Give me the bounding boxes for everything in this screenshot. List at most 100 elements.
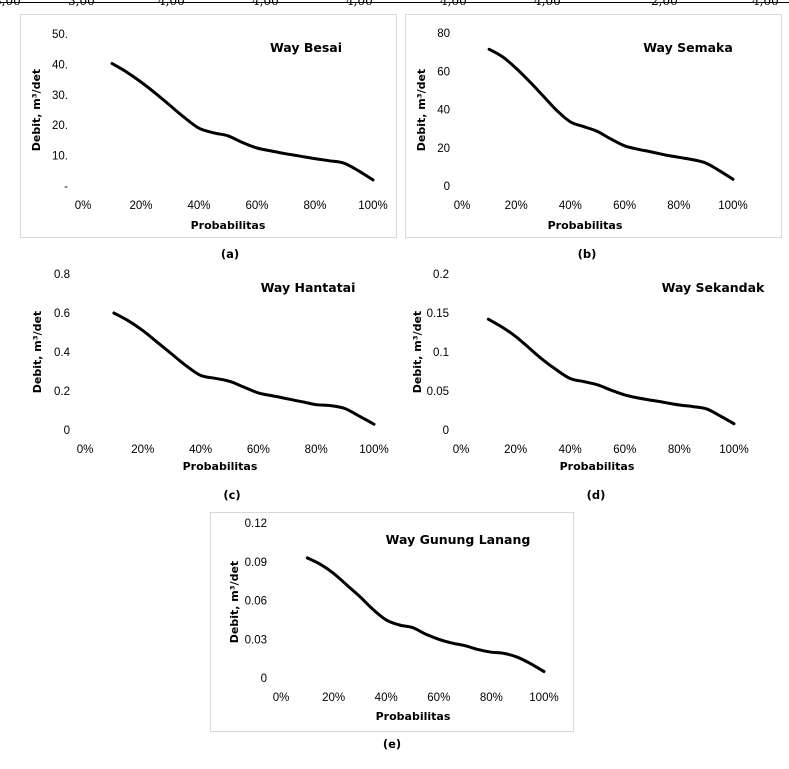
panel-caption-d: (d): [586, 488, 606, 502]
x-tick-label: 40%: [187, 200, 210, 212]
x-tick-label: 40%: [559, 444, 582, 456]
table-cell: 3,00: [0, 0, 21, 8]
x-tick-label: 80%: [668, 444, 691, 456]
y-tick-label: 0.09: [245, 557, 267, 569]
y-tick-label: 0.2: [433, 269, 449, 281]
y-tick-label: 0.4: [54, 347, 71, 359]
chart-svg: 0% 20% 40% 60% 80% 100% 0 0.2 0.4 0.6 0.8 Way Hanta…: [31, 269, 389, 473]
x-tick-label: 20%: [131, 444, 154, 456]
x-tick-label: 80%: [667, 200, 690, 212]
x-tick-label: 20%: [505, 200, 528, 212]
chart-panel-a: 0% 20% 40% 60% 80% 100% - 10. 20. 30. 40. 50. Way Be…: [20, 14, 397, 238]
y-tick-label: 0.12: [245, 518, 267, 530]
table-cell: 4,00: [346, 0, 373, 8]
y-tick-label: 80: [437, 28, 450, 40]
y-axis-title: Debit, m³/det: [228, 561, 241, 643]
x-axis-title: Probabilitas: [376, 710, 451, 723]
x-axis-title: Probabilitas: [191, 219, 266, 232]
x-tick-label: 80%: [480, 692, 503, 704]
x-tick-label: 0%: [273, 692, 290, 704]
chart-title: Way Hantatai: [261, 280, 356, 295]
y-axis-title: Debit, m³/det: [30, 69, 43, 151]
y-tick-label: 0.06: [245, 596, 267, 608]
panel-caption-c: (c): [223, 488, 241, 502]
y-tick-label: 0.15: [427, 308, 449, 320]
x-tick-label: 0%: [75, 200, 92, 212]
chart-svg: 0% 20% 40% 60% 80% 100% 0 0.05 0.1 0.15 0.2 Way Sek…: [411, 269, 765, 473]
chart-svg: 0% 20% 40% 60% 80% 100% 0 20 40 60 80 Way Semaka Pro…: [405, 14, 782, 238]
panel-caption-a: (a): [220, 247, 240, 261]
y-tick-label: 10.: [52, 151, 68, 163]
y-tick-label: -: [64, 181, 68, 193]
x-axis-title: Probabilitas: [560, 460, 635, 473]
chart-panel-e: 0% 20% 40% 60% 80% 100% 0 0.03 0.06 0.09 0.12 Way G…: [210, 512, 574, 732]
chart-frame: [405, 14, 782, 238]
y-tick-label: 20.: [52, 120, 68, 132]
table-cell: 4,00: [158, 0, 185, 8]
x-tick-label: 60%: [427, 692, 450, 704]
x-tick-label: 20%: [129, 200, 152, 212]
chart-svg: 0% 20% 40% 60% 80% 100% - 10. 20. 30. 40. 50. Way Be…: [20, 14, 397, 238]
y-axis-title: Debit, m³/det: [411, 311, 424, 393]
x-tick-label: 0%: [453, 444, 470, 456]
table-cell: 4,00: [534, 0, 561, 8]
x-tick-label: 100%: [718, 200, 747, 212]
x-tick-label: 20%: [322, 692, 345, 704]
y-tick-label: 0: [64, 425, 70, 437]
chart-panel-c: 0% 20% 40% 60% 80% 100% 0 0.2 0.4 0.6 0.8 Way Hanta…: [25, 262, 398, 482]
chart-svg: 0% 20% 40% 60% 80% 100% 0 0.03 0.06 0.09 0.12 Way G…: [210, 512, 574, 732]
chart-panel-d: 0% 20% 40% 60% 80% 100% 0 0.05 0.1 0.15 0.2 Way Sek…: [405, 262, 782, 482]
series-line: [305, 556, 546, 673]
panel-caption-e: (e): [382, 737, 402, 751]
chart-panel-b: 0% 20% 40% 60% 80% 100% 0 20 40 60 80 Way Semaka Pro…: [405, 14, 782, 238]
y-tick-label: 0.8: [54, 269, 70, 281]
y-axis-title: Debit, m³/det: [31, 311, 44, 393]
y-axis-title: Debit, m³/det: [415, 69, 428, 151]
x-tick-label: 80%: [305, 444, 328, 456]
chart-frame: [210, 512, 574, 732]
chart-title: Way Gunung Lanang: [386, 532, 531, 547]
x-axis-title: Probabilitas: [548, 219, 623, 232]
y-tick-label: 20: [437, 143, 450, 155]
x-tick-label: 100%: [529, 692, 558, 704]
table-cell: 2,00: [651, 0, 678, 8]
series-line: [486, 317, 736, 426]
x-tick-label: 20%: [504, 444, 527, 456]
y-tick-label: 60: [437, 66, 450, 78]
x-tick-label: 0%: [77, 444, 94, 456]
table-cell: 3,00: [68, 0, 95, 8]
x-tick-label: 40%: [375, 692, 398, 704]
chart-title: Way Sekandak: [662, 280, 765, 295]
table-cell: 4,00: [440, 0, 467, 8]
x-tick-label: 100%: [358, 200, 387, 212]
x-tick-label: 60%: [245, 200, 268, 212]
y-tick-label: 50.: [52, 29, 68, 41]
y-tick-label: 40: [437, 105, 450, 117]
x-tick-label: 100%: [359, 444, 388, 456]
x-tick-label: 80%: [303, 200, 326, 212]
y-tick-label: 0.05: [427, 386, 449, 398]
x-tick-label: 60%: [247, 444, 270, 456]
chart-title: Way Besai: [270, 40, 342, 55]
x-axis-title: Probabilitas: [183, 460, 258, 473]
x-tick-label: 60%: [613, 200, 636, 212]
y-tick-label: 0.2: [54, 386, 70, 398]
series-line: [112, 311, 376, 426]
top-table-strip: 3,00 3,00 4,00 4,00 4,00 4,00 4,00 2,00 …: [0, 0, 789, 14]
x-tick-label: 40%: [189, 444, 212, 456]
x-tick-label: 0%: [454, 200, 471, 212]
y-tick-label: 40.: [52, 59, 68, 71]
table-cell: 4,00: [752, 0, 779, 8]
x-tick-label: 100%: [719, 444, 748, 456]
table-cell: 4,00: [252, 0, 279, 8]
series-line: [110, 62, 375, 182]
x-tick-label: 40%: [559, 200, 582, 212]
series-line: [487, 47, 735, 181]
panel-caption-b: (b): [577, 247, 597, 261]
y-tick-label: 0: [443, 425, 449, 437]
y-tick-label: 0: [444, 181, 450, 193]
chart-title: Way Semaka: [643, 40, 733, 55]
y-tick-label: 30.: [52, 90, 68, 102]
y-tick-label: 0.03: [245, 634, 267, 646]
chart-frame: [20, 14, 397, 238]
